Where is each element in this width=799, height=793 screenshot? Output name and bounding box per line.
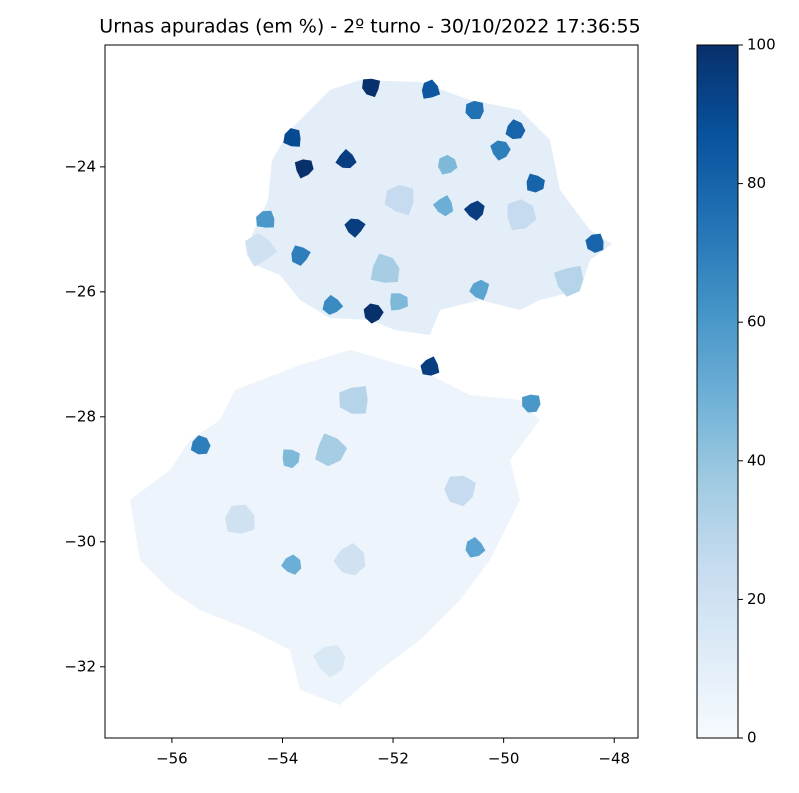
region <box>505 119 526 140</box>
region <box>283 128 301 147</box>
region <box>335 149 357 169</box>
region <box>363 303 384 324</box>
region <box>339 386 368 414</box>
region <box>438 154 458 175</box>
region <box>522 394 541 413</box>
state-shapes <box>130 80 612 705</box>
region <box>554 265 584 297</box>
region <box>370 253 400 283</box>
region <box>190 435 211 455</box>
colorbar-tick-label: 60 <box>747 313 766 331</box>
region <box>256 210 275 228</box>
colorbar <box>696 44 739 739</box>
y-tick-label: −24 <box>64 157 96 175</box>
x-tick-label: −56 <box>156 750 188 768</box>
region <box>333 543 366 576</box>
region <box>585 233 604 253</box>
region <box>433 195 454 217</box>
colorbar-tick-label: 80 <box>747 174 766 192</box>
region <box>294 159 314 179</box>
x-tick-label: −54 <box>267 750 299 768</box>
x-tick-label: −48 <box>598 750 630 768</box>
x-tick-label: −50 <box>488 750 520 768</box>
region <box>420 356 440 376</box>
y-tick-label: −30 <box>64 532 96 550</box>
region <box>315 433 348 467</box>
region <box>469 279 490 301</box>
x-tick-label: −52 <box>377 750 409 768</box>
region <box>322 294 344 315</box>
chart-title: Urnas apuradas (em %) - 2º turno - 30/10… <box>99 16 640 38</box>
region <box>344 218 366 238</box>
region <box>465 537 486 558</box>
region <box>421 79 441 99</box>
plot-frame <box>104 44 639 739</box>
region <box>281 554 302 575</box>
region <box>444 475 476 507</box>
y-tick-label: −32 <box>64 657 96 675</box>
region <box>526 173 545 193</box>
y-tick-label: −28 <box>64 407 96 425</box>
colorbar-tick-label: 100 <box>747 36 776 54</box>
region <box>463 200 485 221</box>
region <box>245 232 278 267</box>
region <box>384 185 414 216</box>
region <box>507 199 537 231</box>
region <box>282 449 300 469</box>
colorbar-tick-label: 20 <box>747 590 766 608</box>
region <box>313 644 346 678</box>
region <box>490 140 511 161</box>
y-tick-label: −26 <box>64 282 96 300</box>
region <box>291 245 311 266</box>
region <box>225 504 255 534</box>
region <box>362 78 381 98</box>
colorbar-tick-label: 40 <box>747 451 766 469</box>
region <box>465 100 484 120</box>
colorbar-tick-label: 0 <box>747 729 757 747</box>
region <box>390 293 408 311</box>
